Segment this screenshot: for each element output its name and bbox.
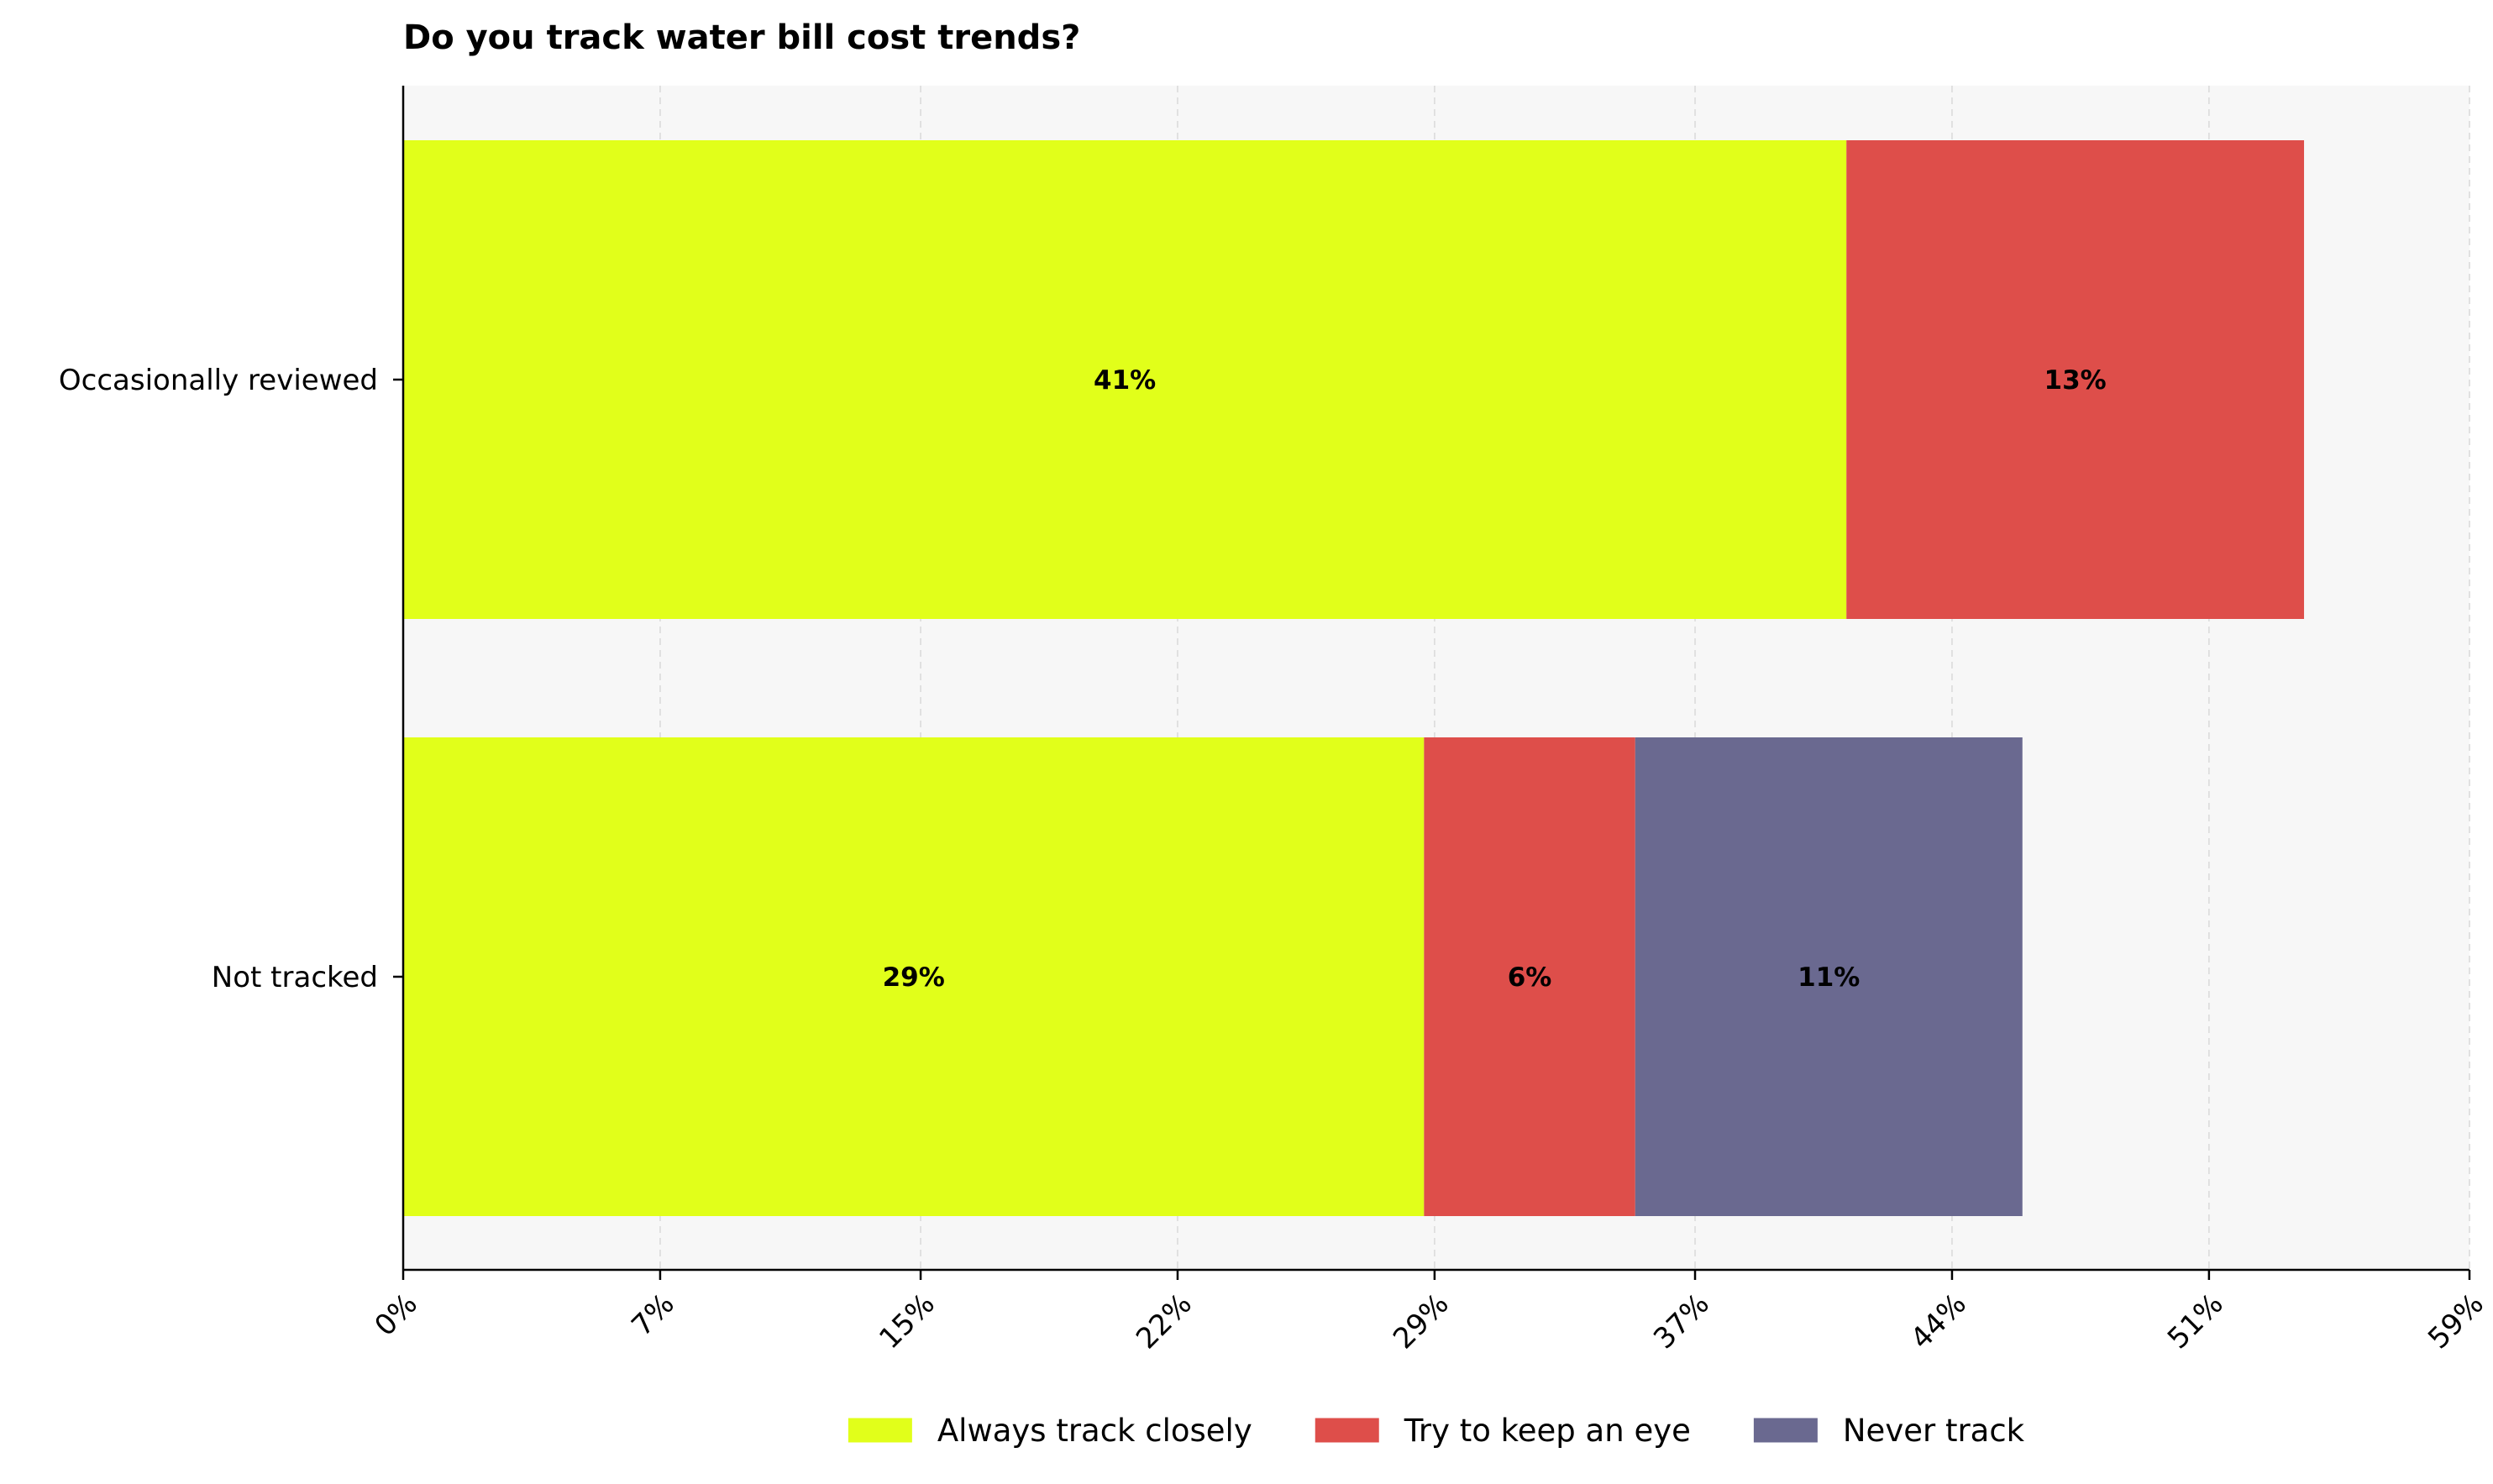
legend-swatch: [1315, 1418, 1379, 1443]
bar-never-track-not-tracked: [1635, 737, 2023, 1216]
bar-always-track-closely-not-tracked: [403, 737, 1425, 1216]
bar-try-to-keep-an-eye-not-tracked: [1424, 737, 1635, 1216]
x-tick-label: 0%: [368, 1287, 423, 1343]
bar-always-track-closely-occasionally-reviewed: [403, 140, 1847, 619]
legend-swatch: [848, 1418, 912, 1443]
x-tick-label: 29%: [1387, 1287, 1456, 1356]
chart-title: Do you track water bill cost trends?: [403, 18, 1080, 57]
bars: 41% 13% 29% 6% 11%: [403, 140, 2305, 1216]
bar-value-label: 6%: [1508, 962, 1552, 993]
legend-label: Never track: [1843, 1413, 2025, 1449]
bar-try-to-keep-an-eye-occasionally-reviewed: [1846, 140, 2305, 619]
legend-item-never-track: Never track: [1753, 1413, 2025, 1449]
y-tick-label: Occasionally reviewed: [59, 364, 378, 397]
x-tick-label: 7%: [625, 1287, 680, 1343]
bar-value-label: 41%: [1094, 365, 1156, 396]
x-tick-label: 59%: [2422, 1287, 2490, 1356]
bar-value-label: 29%: [883, 962, 945, 993]
y-tick-label: Not tracked: [212, 961, 378, 994]
bar-value-label: 11%: [1798, 962, 1860, 993]
legend-swatch: [1753, 1418, 1818, 1443]
x-tick-label: 22%: [1130, 1287, 1199, 1356]
legend-label: Try to keep an eye: [1404, 1413, 1691, 1449]
legend-label: Always track closely: [937, 1413, 1252, 1449]
legend-item-try-to-keep-an-eye: Try to keep an eye: [1315, 1413, 1691, 1449]
x-tick-label: 44%: [1904, 1287, 1973, 1356]
grid-lines: [659, 86, 2470, 1270]
x-tick-label: 51%: [2161, 1287, 2230, 1356]
bar-value-label: 13%: [2044, 365, 2107, 396]
legend-item-always-track-closely: Always track closely: [848, 1413, 1252, 1449]
legend: Always track closely Try to keep an eye Ne…: [848, 1413, 2025, 1449]
x-tick-label: 15%: [873, 1287, 942, 1356]
x-tick-label: 37%: [1647, 1287, 1716, 1356]
